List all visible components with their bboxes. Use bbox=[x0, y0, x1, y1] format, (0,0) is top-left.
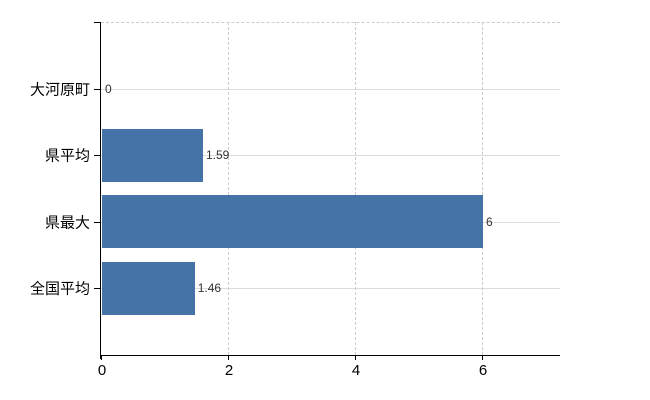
category-center-line bbox=[101, 155, 560, 156]
y-axis-tick bbox=[94, 89, 101, 90]
x-axis-tick bbox=[482, 355, 483, 360]
y-axis-tick bbox=[94, 288, 101, 289]
x-tick-label: 6 bbox=[478, 362, 488, 379]
x-tick-label: 4 bbox=[351, 362, 361, 379]
category-center-line bbox=[101, 89, 560, 90]
x-axis-line bbox=[100, 355, 560, 356]
x-gridline bbox=[355, 22, 356, 355]
x-axis-tick bbox=[228, 355, 229, 360]
category-label: 大河原町 bbox=[29, 81, 90, 99]
y-axis-tick bbox=[94, 155, 101, 156]
plot-top-border bbox=[101, 22, 560, 23]
category-label: 全国平均 bbox=[29, 280, 90, 298]
bar bbox=[102, 129, 203, 182]
bar-value-label: 6 bbox=[486, 214, 493, 229]
x-axis-tick bbox=[355, 355, 356, 360]
bar bbox=[102, 262, 195, 315]
bar bbox=[102, 195, 483, 248]
y-axis-line bbox=[100, 22, 101, 359]
category-label: 県最大 bbox=[44, 214, 90, 232]
category-label: 県平均 bbox=[44, 147, 90, 165]
x-gridline bbox=[228, 22, 229, 355]
bar-value-label: 1.46 bbox=[197, 281, 222, 296]
bar-value-label: 0 bbox=[105, 81, 112, 96]
x-axis-tick bbox=[101, 355, 102, 360]
x-tick-label: 0 bbox=[97, 362, 107, 379]
category-center-line bbox=[101, 288, 560, 289]
y-axis-top-tick bbox=[94, 22, 101, 23]
bar-value-label: 1.59 bbox=[205, 148, 230, 163]
x-tick-label: 2 bbox=[224, 362, 234, 379]
y-axis-tick bbox=[94, 222, 101, 223]
x-gridline bbox=[482, 22, 483, 355]
